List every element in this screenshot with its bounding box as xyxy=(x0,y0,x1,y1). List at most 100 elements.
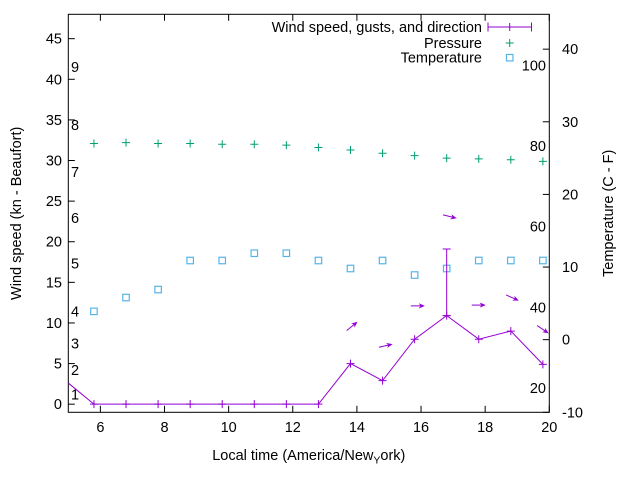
pressure-point xyxy=(538,157,547,166)
temperature-point xyxy=(410,271,419,279)
y-right-tick-label: 40 xyxy=(562,42,578,58)
y-left-axis-title: Wind speed (kn - Beaufort) xyxy=(9,127,25,300)
pressure-point xyxy=(474,154,483,163)
pressure-point xyxy=(506,155,515,164)
temperature-point xyxy=(506,256,515,265)
y-right-tick-label: -10 xyxy=(562,405,583,421)
temperature-point xyxy=(218,256,227,265)
wind-point xyxy=(122,400,131,409)
fahrenheit-inner-label: 80 xyxy=(530,139,546,155)
y-right-tick-label: 10 xyxy=(562,260,578,276)
legend-marker-wind xyxy=(505,23,514,31)
x-axis-title: Local time (America/NewYork) xyxy=(212,448,405,467)
wind-point xyxy=(378,376,387,385)
beaufort-scale-label: 2 xyxy=(71,363,79,379)
beaufort-scale-label: 7 xyxy=(71,165,79,181)
y-left-tick-label: 15 xyxy=(46,275,62,291)
wind-direction-arrow xyxy=(442,214,457,220)
wind-direction-arrow xyxy=(505,294,519,301)
beaufort-scale-label: 9 xyxy=(71,60,79,76)
arrow-tail xyxy=(378,344,389,348)
pressure-point xyxy=(186,139,195,148)
temperature-point xyxy=(474,256,483,265)
pressure-point xyxy=(154,139,163,148)
x-tick-label: 6 xyxy=(96,420,104,436)
y-left-tick-label: 10 xyxy=(46,316,62,332)
x-tick-label: 10 xyxy=(221,420,237,436)
arrow-tail xyxy=(346,324,355,331)
y-right-axis-title: Temperature (C - F) xyxy=(601,150,617,277)
temperature-point xyxy=(282,249,291,258)
legend-marker-pressure xyxy=(505,39,514,47)
temperature-point xyxy=(314,256,323,265)
y-right-tick-label: 20 xyxy=(562,187,578,203)
plot-border xyxy=(67,13,550,413)
wind-point xyxy=(538,360,547,369)
wind-direction-arrows xyxy=(346,214,549,349)
wind-point xyxy=(89,400,98,409)
arrowhead-icon xyxy=(386,342,393,349)
legend: Wind speed, gusts, and directionPressure… xyxy=(272,20,532,67)
arrow-tail xyxy=(442,214,453,218)
y-left-tick-label: 0 xyxy=(54,397,62,413)
legend-label: Temperature xyxy=(401,51,482,67)
y-left-tick-label: 40 xyxy=(46,72,62,88)
wind-line xyxy=(67,315,544,405)
wind-point xyxy=(154,400,163,409)
pressure-point xyxy=(89,139,98,148)
arrow-tail xyxy=(505,294,515,300)
wind-series xyxy=(67,248,547,409)
wind-point xyxy=(410,335,419,344)
x-tick-label: 18 xyxy=(477,420,493,436)
pressure-point xyxy=(250,140,259,149)
axes: 6 8 10 12 14 16 18 2005101520253035404512345678… xyxy=(46,14,583,436)
pressure-point xyxy=(314,143,323,152)
legend-marker-temperature xyxy=(505,53,514,62)
pressure-point xyxy=(282,141,291,150)
wind-direction-arrow xyxy=(536,325,549,334)
beaufort-scale-label: 8 xyxy=(71,118,79,134)
temperature-point xyxy=(154,285,162,294)
pressure-point xyxy=(442,154,451,163)
y-left-tick-label: 35 xyxy=(46,113,62,129)
wind-gust-errorbar xyxy=(442,248,451,317)
arrowhead-icon xyxy=(418,303,425,309)
arrowhead-icon xyxy=(450,214,457,220)
y-right-tick-label: 0 xyxy=(562,333,570,349)
wind-point xyxy=(282,400,291,409)
temperature-point xyxy=(90,307,98,316)
temperature-point xyxy=(346,264,355,273)
temperature-point xyxy=(122,293,130,302)
pressure-series xyxy=(89,138,547,166)
pressure-point xyxy=(378,149,387,158)
temperature-point xyxy=(250,249,259,258)
y-left-tick-label: 25 xyxy=(46,194,62,210)
temperature-point xyxy=(186,256,195,265)
wind-direction-arrow xyxy=(471,302,486,308)
wind-point xyxy=(346,359,355,368)
pressure-point xyxy=(218,140,227,149)
temperature-series xyxy=(90,249,547,316)
x-tick-label: 14 xyxy=(349,420,365,436)
beaufort-scale-label: 5 xyxy=(71,257,79,273)
x-tick-label: 12 xyxy=(285,420,301,436)
arrowhead-icon xyxy=(512,295,519,301)
fahrenheit-inner-label: 20 xyxy=(530,381,546,397)
wind-point xyxy=(250,400,259,409)
x-tick-label: 20 xyxy=(541,420,557,436)
wind-direction-arrow xyxy=(346,321,358,331)
arrowhead-icon xyxy=(351,321,358,328)
legend-label: Pressure xyxy=(424,36,482,52)
x-tick-label: 16 xyxy=(413,420,429,436)
beaufort-scale-label: 3 xyxy=(71,336,79,352)
x-tick-label: 8 xyxy=(160,420,168,436)
arrow-tail xyxy=(536,325,546,332)
y-left-tick-label: 30 xyxy=(46,154,62,170)
fahrenheit-inner-label: 40 xyxy=(530,300,546,316)
pressure-point xyxy=(346,145,355,154)
beaufort-scale-label: 4 xyxy=(71,305,79,321)
pressure-point xyxy=(410,151,419,160)
temperature-point xyxy=(378,256,387,265)
